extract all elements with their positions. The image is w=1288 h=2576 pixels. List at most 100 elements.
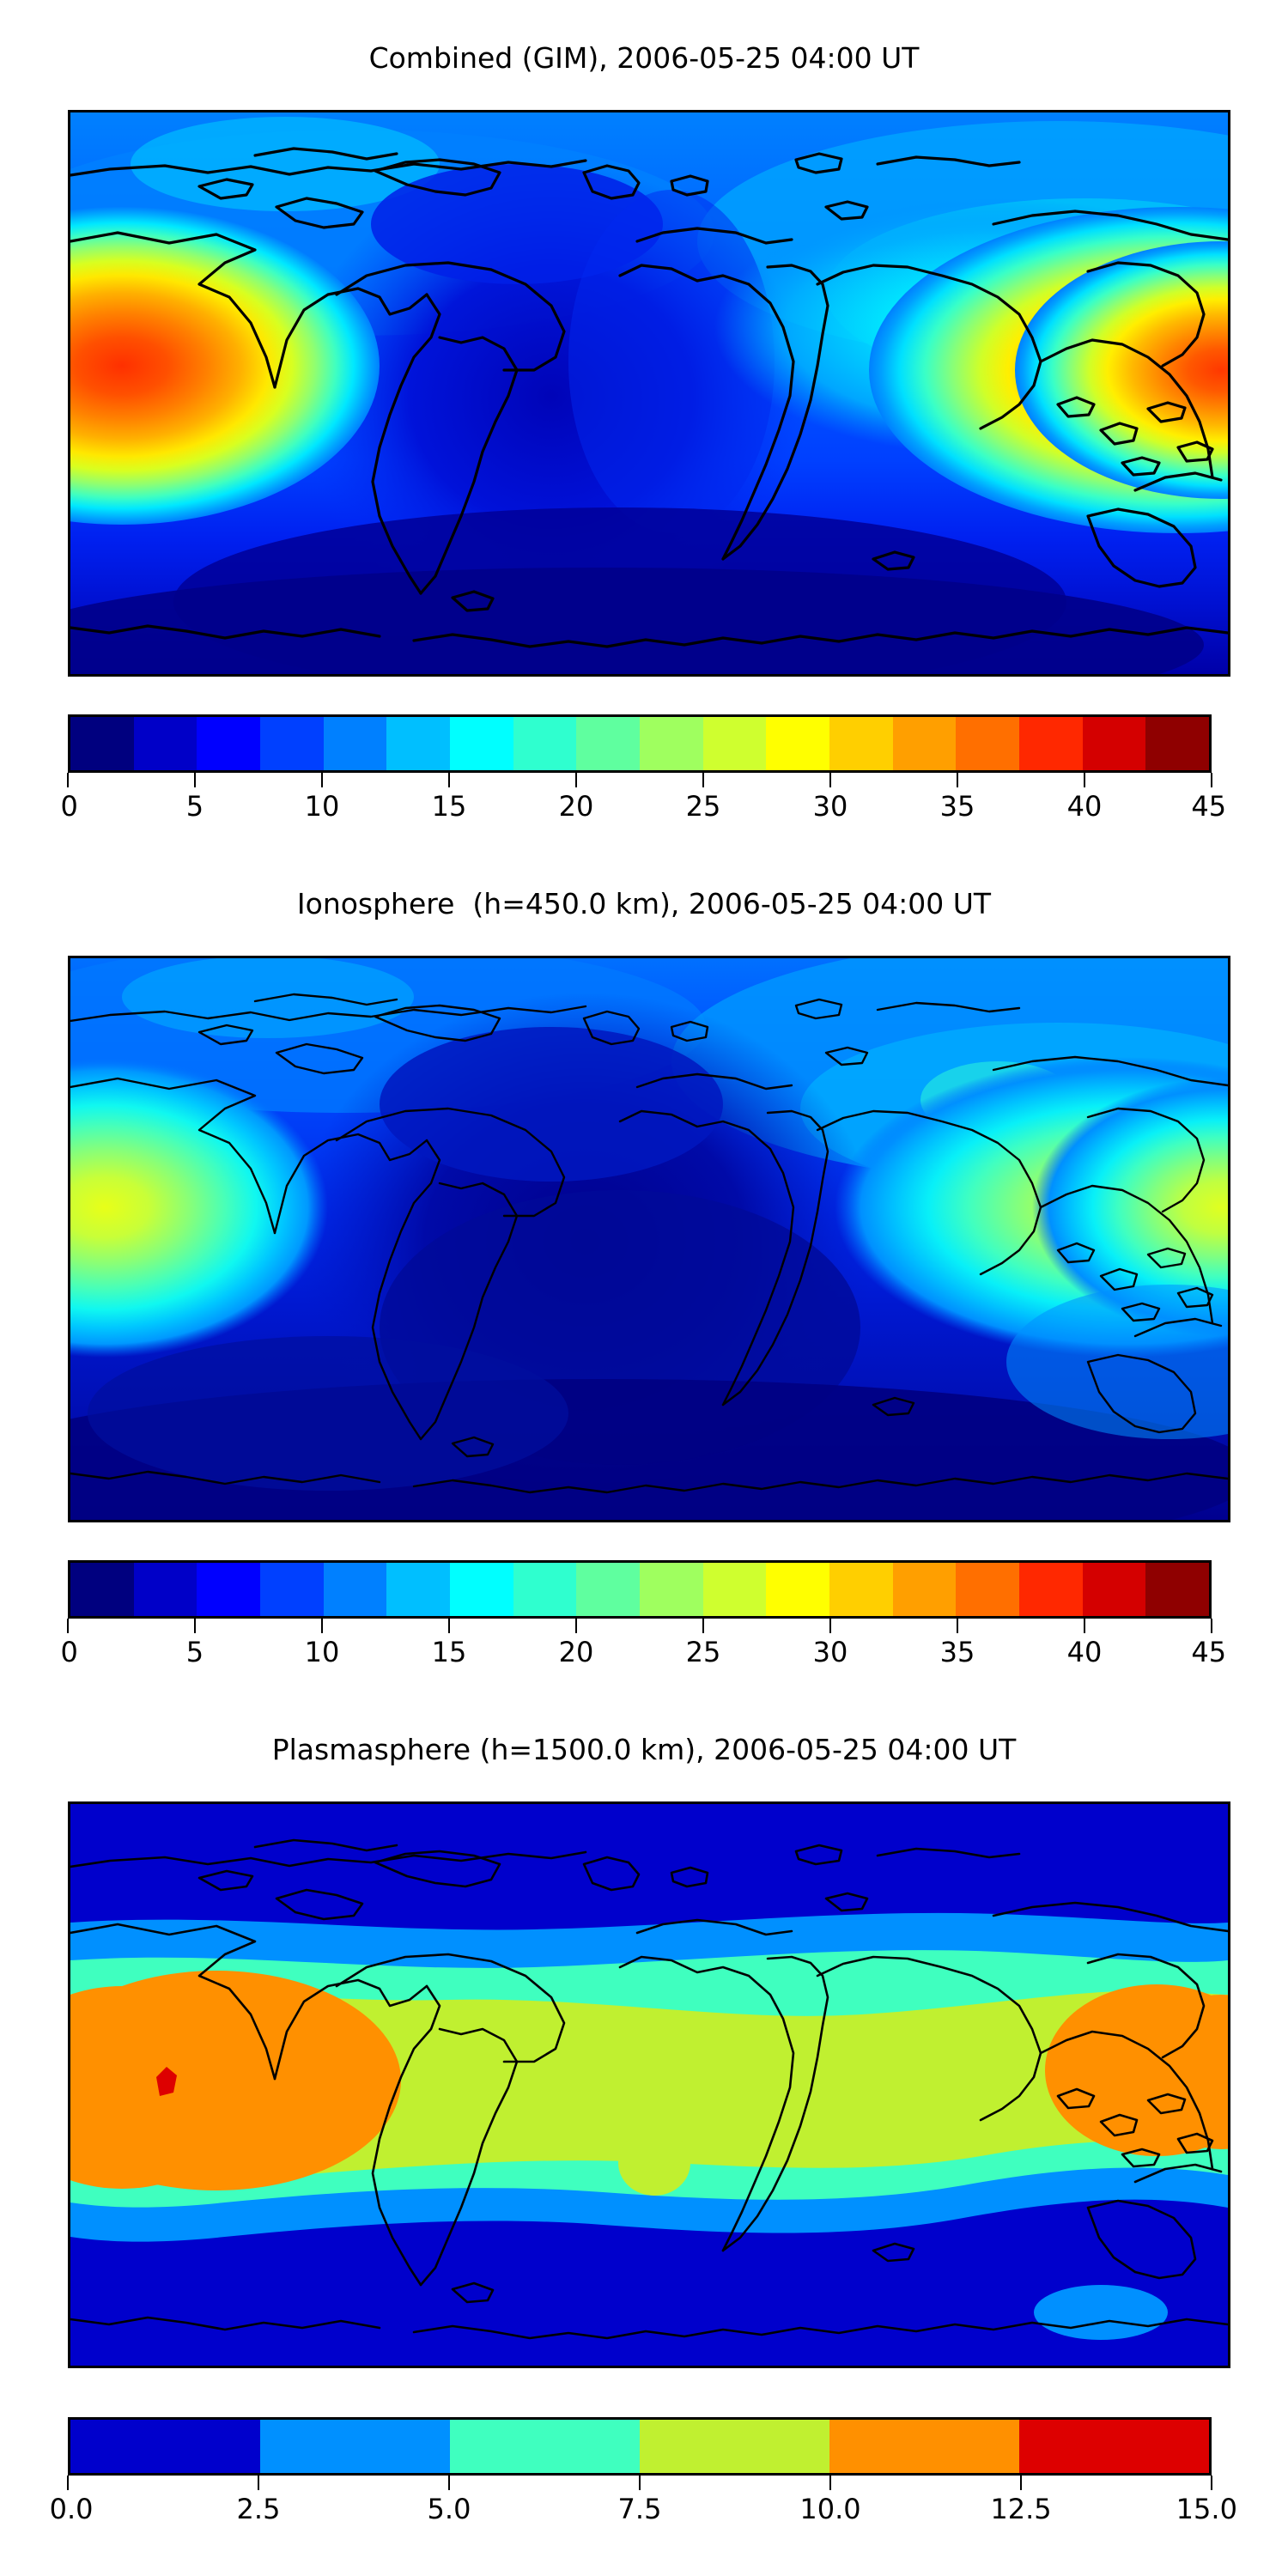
colorbar-segment <box>197 1563 261 1616</box>
colorbar-ionosphere-gradient <box>68 1560 1212 1619</box>
colorbar-tick-label: 30 <box>812 790 848 823</box>
panel-title-plasmasphere: Plasmasphere (h=1500.0 km), 2006-05-25 0… <box>271 1733 1017 1766</box>
colorbar-tick-label: 5 <box>185 790 204 823</box>
colorbar-segment <box>513 1563 577 1616</box>
colorbar-combined-axis: 0 5 10 15 20 25 30 35 40 45 <box>60 773 1226 826</box>
colorbar-tick-label: 0 <box>60 790 78 823</box>
colorbar-segment <box>133 717 197 770</box>
map-plasmasphere <box>68 1801 1230 2368</box>
colorbar-combined: 0 5 10 15 20 25 30 35 40 45 <box>60 714 1226 826</box>
colorbar-segment <box>640 1563 703 1616</box>
colorbar-segment <box>640 2420 829 2473</box>
colorbar-segment <box>70 717 134 770</box>
colorbar-tick-label: 35 <box>939 790 975 823</box>
colorbar-tick-label: 15.0 <box>1176 2493 1237 2525</box>
colorbar-segment <box>450 1563 513 1616</box>
colorbar-tick <box>1083 773 1085 787</box>
colorbar-segment <box>133 1563 197 1616</box>
colorbar-tick <box>448 773 450 787</box>
colorbar-tick-label: 30 <box>812 1636 848 1668</box>
colorbar-plasmasphere-axis: 0.0 2.5 5.0 7.5 10.0 12.5 15.0 <box>50 2476 1237 2529</box>
colorbar-segment <box>386 1563 451 1616</box>
colorbar-tick <box>957 1619 958 1633</box>
core-red-peak <box>156 2067 177 2096</box>
map-ionosphere <box>68 956 1230 1522</box>
colorbar-segment <box>260 717 324 770</box>
colorbar-tick <box>1211 2476 1212 2490</box>
colorbar-segment <box>956 1563 1020 1616</box>
colorbar-tick <box>1020 2476 1022 2490</box>
colorbar-tick <box>193 1619 196 1633</box>
colorbar-segment <box>1145 717 1209 770</box>
colorbar-segment <box>702 1563 767 1616</box>
colorbar-segment <box>450 717 513 770</box>
colorbar-tick-label: 45 <box>1191 1636 1227 1668</box>
colorbar-tick-label: 2.5 <box>236 2493 281 2525</box>
colorbar-tick-label: 35 <box>939 1636 975 1668</box>
colorbar-tick-label: 45 <box>1191 790 1227 823</box>
colorbar-tick-label: 10.0 <box>799 2493 861 2525</box>
colorbar-tick-label: 20 <box>558 790 594 823</box>
colorbar-tick <box>1211 1619 1212 1633</box>
panel-title-ionosphere: Ionosphere (h=450.0 km), 2006-05-25 04:0… <box>296 887 992 920</box>
colorbar-tick <box>1083 1619 1085 1633</box>
colorbar-tick <box>829 773 831 787</box>
colorbar-segment <box>1082 1563 1146 1616</box>
colorbar-combined-gradient <box>68 714 1212 773</box>
colorbar-tick <box>574 1619 577 1633</box>
colorbar-tick-label: 5 <box>185 1636 204 1668</box>
colorbar-segment <box>1019 1563 1083 1616</box>
coastlines-combined <box>70 147 1228 648</box>
colorbar-tick <box>193 773 196 787</box>
colorbar-tick <box>639 2476 641 2490</box>
colorbar-segment <box>386 717 451 770</box>
colorbar-tick-label: 25 <box>685 790 721 823</box>
colorbar-segment <box>766 717 830 770</box>
colorbar-segment <box>1145 1563 1209 1616</box>
colorbar-segment <box>450 2420 640 2473</box>
colorbar-ionosphere-axis: 0 5 10 15 20 25 30 35 40 45 <box>60 1619 1226 1672</box>
colorbar-tick-label: 40 <box>1066 790 1103 823</box>
colorbar-segment <box>640 717 703 770</box>
colorbar-segment <box>829 2420 1019 2473</box>
colorbar-segment <box>892 717 957 770</box>
colorbar-tick <box>448 2476 450 2490</box>
map-combined-gim <box>68 110 1230 677</box>
colorbar-ionosphere: 0 5 10 15 20 25 30 35 40 45 <box>60 1560 1226 1672</box>
colorbar-plasmasphere: 0.0 2.5 5.0 7.5 10.0 12.5 15.0 <box>50 2417 1237 2529</box>
colorbar-segment <box>956 717 1020 770</box>
panel-combined-gim: Combined (GIM), 2006-05-25 04:00 UT <box>0 0 1288 859</box>
panel-title-combined: Combined (GIM), 2006-05-25 04:00 UT <box>368 41 920 75</box>
colorbar-tick <box>1211 773 1212 787</box>
colorbar-tick <box>320 1619 323 1633</box>
colorbar-tick-label: 12.5 <box>990 2493 1052 2525</box>
colorbar-tick <box>702 1619 704 1633</box>
colorbar-tick <box>67 2476 69 2490</box>
colorbar-segment <box>197 717 261 770</box>
colorbar-segment <box>323 717 387 770</box>
colorbar-segment <box>260 1563 324 1616</box>
colorbar-segment <box>1019 2420 1209 2473</box>
colorbar-segment <box>702 717 767 770</box>
coastlines-ionosphere <box>70 993 1228 1494</box>
colorbar-segment <box>70 2420 260 2473</box>
map-plasmasphere-svg <box>70 1804 1228 2366</box>
colorbar-tick <box>258 2476 259 2490</box>
panel-ionosphere: Ionosphere (h=450.0 km), 2006-05-25 04:0… <box>0 846 1288 1704</box>
colorbar-segment <box>892 1563 957 1616</box>
colorbar-segment <box>1019 717 1083 770</box>
map-combined-svg <box>70 112 1228 674</box>
colorbar-tick-label: 7.5 <box>617 2493 662 2525</box>
colorbar-tick <box>957 773 958 787</box>
colorbar-segment <box>70 1563 134 1616</box>
colorbar-tick <box>829 2476 831 2490</box>
colorbar-segment <box>829 717 893 770</box>
colorbar-tick-label: 10 <box>304 1636 340 1668</box>
colorbar-segment <box>1082 717 1146 770</box>
colorbar-segment <box>323 1563 387 1616</box>
map-ionosphere-svg <box>70 958 1228 1520</box>
pocket-southern-lightblue <box>1034 2285 1168 2340</box>
colorbar-tick-label: 25 <box>685 1636 721 1668</box>
panel-plasmasphere: Plasmasphere (h=1500.0 km), 2006-05-25 0… <box>0 1692 1288 2576</box>
